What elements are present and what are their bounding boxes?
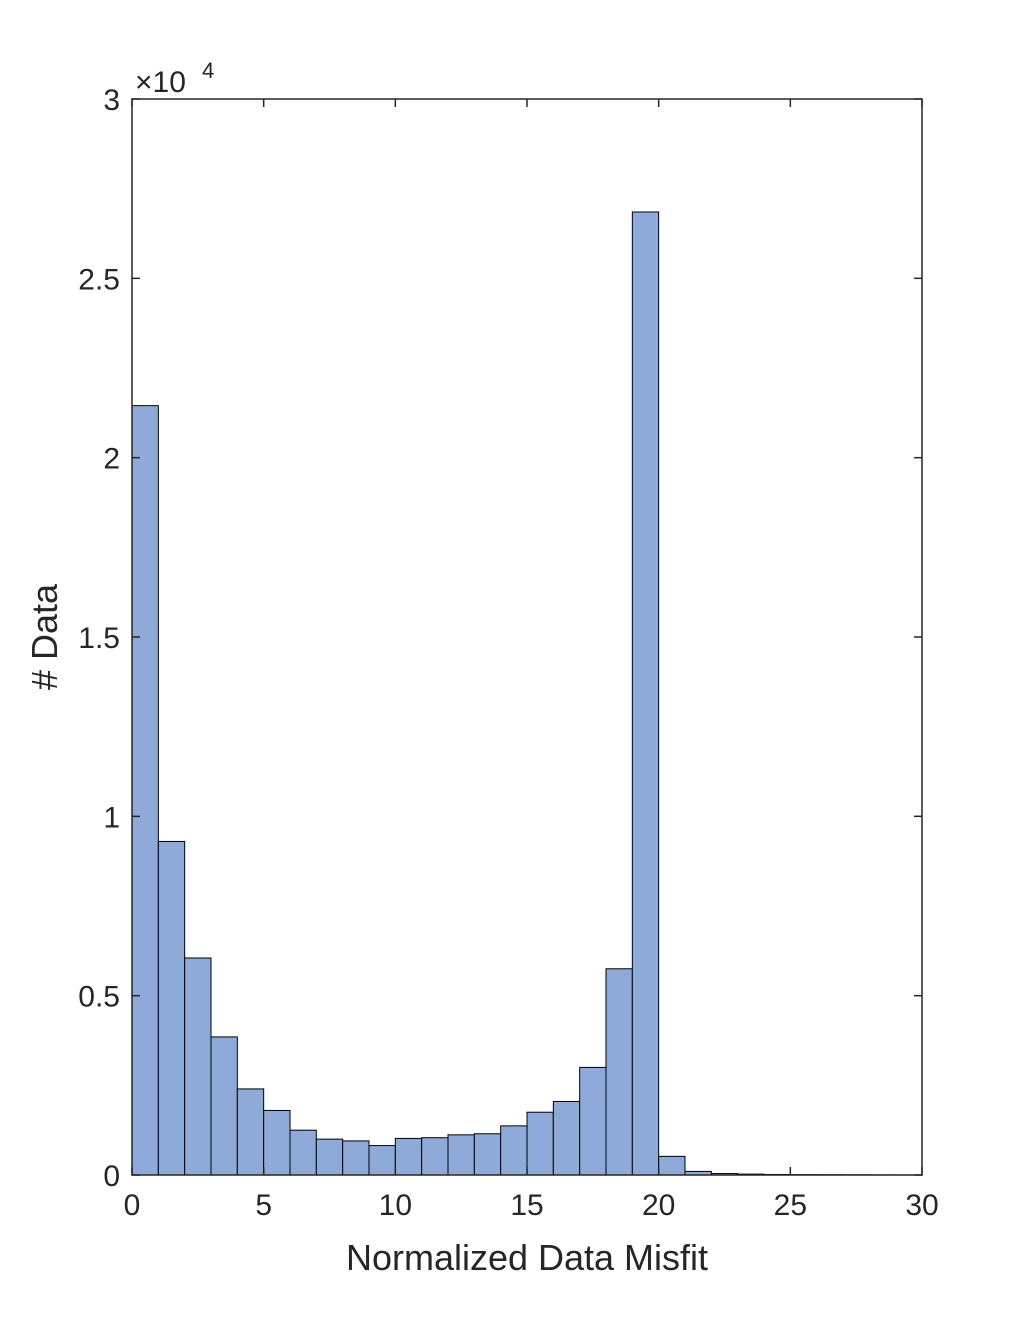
histogram-bar <box>500 1125 528 1176</box>
x-tick-label: 10 <box>379 1189 412 1222</box>
histogram-bar <box>236 1088 265 1176</box>
histogram-bar <box>394 1137 423 1176</box>
y-tick-label: 0 <box>103 1160 120 1193</box>
histogram-bar <box>263 1109 291 1176</box>
histogram-bar <box>289 1129 317 1176</box>
histogram-bar <box>579 1066 607 1176</box>
plot-area-background <box>132 99 922 1175</box>
y-tick-label: 0.5 <box>78 981 120 1014</box>
y-tick-label: 1 <box>103 801 120 834</box>
histogram-bar <box>157 840 186 1176</box>
x-tick-label: 25 <box>774 1189 807 1222</box>
y-exponent-power: 4 <box>202 58 214 83</box>
y-tick-label: 1.5 <box>78 622 120 655</box>
y-tick-label: 2.5 <box>78 263 120 296</box>
histogram-bar <box>473 1133 502 1176</box>
y-axis-label: # Data <box>24 583 65 690</box>
x-tick-label: 0 <box>124 1189 141 1222</box>
x-axis-label: Normalized Data Misfit <box>346 1237 708 1278</box>
histogram-bar <box>184 957 212 1176</box>
histogram-bar <box>447 1134 475 1176</box>
histogram-bar <box>526 1111 554 1176</box>
y-tick-label: 2 <box>103 443 120 476</box>
histogram-bar <box>368 1145 396 1176</box>
histogram-bar <box>631 211 660 1176</box>
y-exponent-prefix: ×10 <box>135 66 186 99</box>
x-tick-label: 20 <box>642 1189 675 1222</box>
histogram-bar <box>210 1036 238 1176</box>
bars-group <box>131 211 923 1176</box>
y-tick-labels: 0 0.5 1 1.5 2 2.5 3 <box>78 84 120 1193</box>
histogram-bar <box>342 1140 370 1176</box>
histogram-bar <box>315 1138 344 1176</box>
y-tick-label: 3 <box>103 84 120 117</box>
x-tick-label: 15 <box>510 1189 543 1222</box>
histogram-bar <box>421 1137 449 1176</box>
x-tick-label: 30 <box>905 1189 938 1222</box>
histogram-bar <box>658 1155 686 1176</box>
x-tick-label: 5 <box>255 1189 272 1222</box>
histogram-bar <box>552 1100 581 1176</box>
axes-box <box>131 98 923 1176</box>
histogram-bar <box>605 968 633 1176</box>
x-tick-labels: 0 5 10 15 20 25 30 <box>124 1189 939 1222</box>
histogram-bar <box>131 405 159 1176</box>
